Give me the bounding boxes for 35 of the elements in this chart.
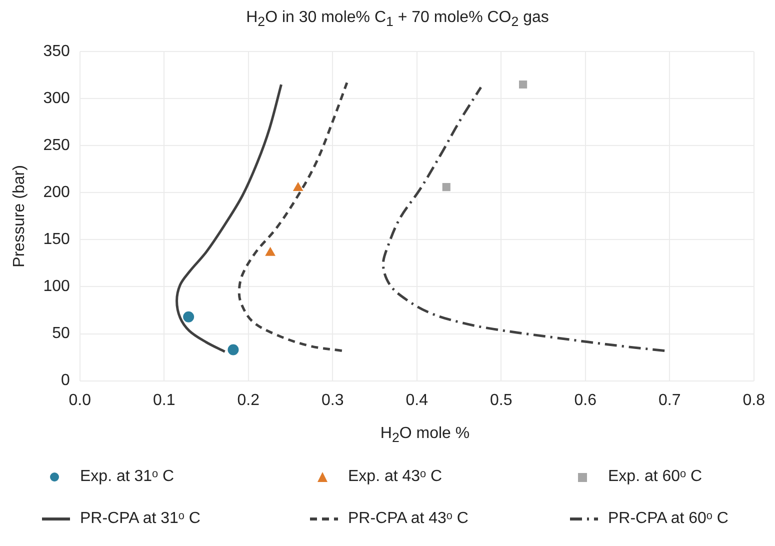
y-tick-label: 150 [43,231,70,248]
y-tick-label: 300 [43,90,70,108]
y-tick-label: 100 [43,278,70,296]
y-tick-label: 200 [43,184,70,202]
line-series [238,81,348,352]
point [228,344,239,356]
line-series [176,83,282,353]
x-axis-title: H$_{2}$O mole % [379,424,471,448]
point [442,183,450,192]
legend-label: Exp. at 31ᵒ C [80,468,174,486]
x-tick-label: 0.3 [322,392,344,409]
x-tick-label: 0.5 [490,392,512,409]
chart-title: H$_{2}$O in 30 mole% C$_{1}$ + 70 mole% CO$_{2}$ gas [245,8,550,32]
y-tick-label: 50 [52,325,70,342]
x-tick-label: 0.1 [153,392,176,409]
point [265,247,276,256]
x-tick-label: 0.8 [742,392,766,409]
y-axis-title: Pressure (bar) [11,165,28,268]
point [183,311,194,322]
y-tick-label: 350 [43,43,70,60]
y-tick-label: 0 [60,372,70,390]
x-tick-label: 0.0 [68,392,92,409]
legend-label: PR-CPA at 31ᵒ C [80,510,200,528]
point [293,182,303,191]
x-tick-label: 0.6 [574,392,597,409]
line-series [382,86,666,352]
legend-label: Exp. at 60ᵒ C [608,468,702,486]
legend-label: PR-CPA at 60ᵒ C [608,510,728,528]
legend-label: PR-CPA at 43ᵒ C [348,510,468,528]
point [519,80,528,89]
x-tick-label: 0.2 [237,392,260,409]
x-tick-label: 0.7 [658,392,681,409]
y-tick-label: 250 [43,137,70,154]
x-tick-label: 0.4 [406,392,428,409]
legend-label: Exp. at 43ᵒ C [348,468,442,486]
